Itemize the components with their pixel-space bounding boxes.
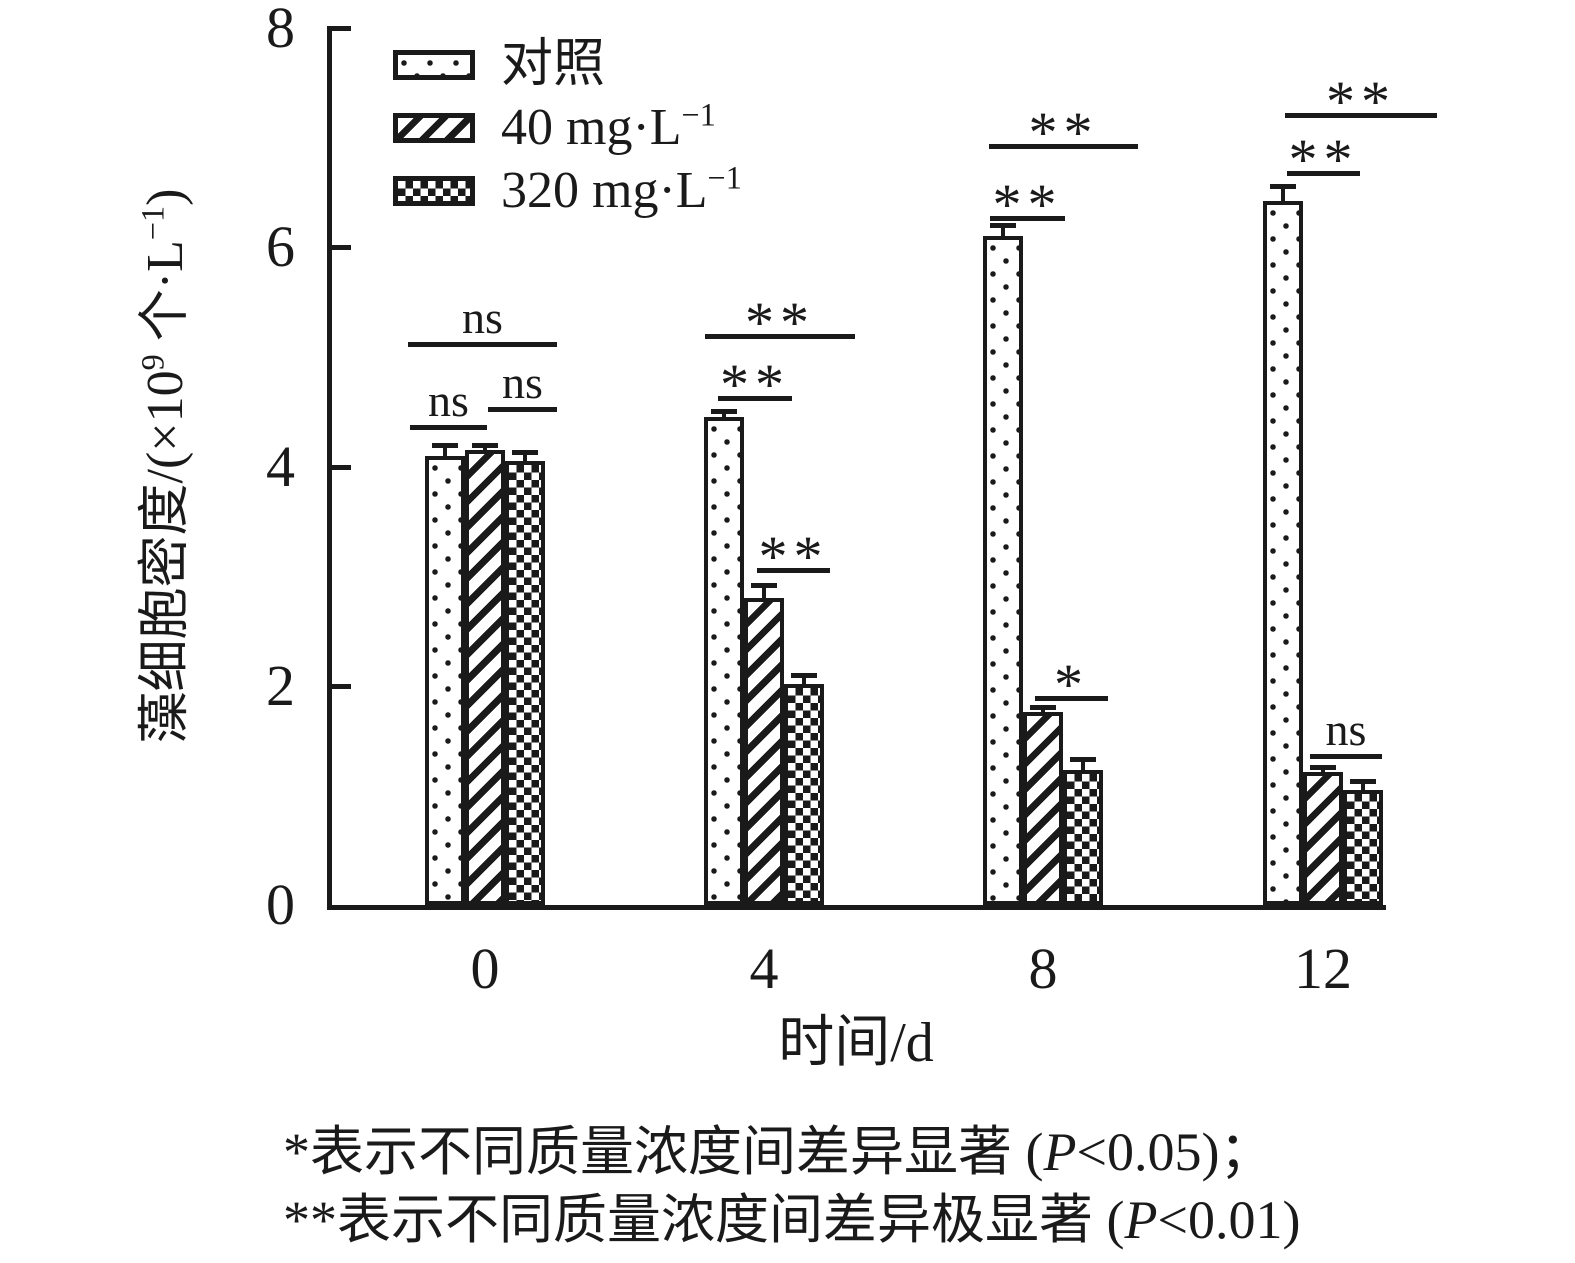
error-bar-cap bbox=[751, 582, 777, 588]
y-tick-label: 8 bbox=[266, 0, 295, 61]
significance-label: ns bbox=[462, 292, 503, 343]
error-bar-stem bbox=[1281, 186, 1285, 202]
error-bar-cap bbox=[1350, 779, 1376, 785]
bar-diagonal-group3 bbox=[1303, 772, 1343, 905]
y-tick-label: 0 bbox=[266, 872, 295, 937]
bar-dots-group3 bbox=[1263, 201, 1303, 905]
significance-label: ns bbox=[428, 375, 469, 426]
error-bar-cap bbox=[1310, 764, 1336, 770]
error-bar-stem bbox=[1361, 781, 1365, 790]
significance-label: ** bbox=[1326, 69, 1396, 134]
significance-label: ** bbox=[1028, 100, 1099, 165]
significance-label: ** bbox=[745, 290, 815, 355]
error-bar-cap bbox=[791, 672, 817, 678]
legend-swatch-dots bbox=[393, 50, 475, 80]
error-bar-cap bbox=[990, 223, 1016, 229]
significance-label: ** bbox=[1288, 127, 1359, 192]
x-axis-title: 时间/d bbox=[778, 1012, 934, 1074]
error-bar-stem bbox=[802, 674, 806, 684]
legend-label: 对照 bbox=[501, 36, 606, 93]
significance-line bbox=[990, 216, 1065, 221]
legend-item-control: 对照 bbox=[393, 39, 742, 91]
error-bar-stem bbox=[762, 584, 766, 599]
error-bar-cap bbox=[1030, 704, 1056, 710]
significance-label: ns bbox=[1325, 704, 1367, 755]
footnote-p005: *表示不同质量浓度间差异显著 (P<0.05)； bbox=[283, 1122, 1274, 1182]
legend-item-40mg: 40 mg·L−1 bbox=[393, 99, 742, 154]
error-bar-stem bbox=[443, 444, 447, 456]
x-axis bbox=[327, 905, 1386, 910]
bar-dots-group2 bbox=[983, 236, 1023, 905]
significance-line bbox=[408, 342, 557, 347]
significance-label: ** bbox=[720, 352, 790, 417]
x-tick-label: 8 bbox=[1028, 936, 1058, 1001]
y-axis bbox=[327, 26, 332, 910]
significance-line bbox=[1035, 696, 1108, 701]
x-tick-label: 12 bbox=[1294, 936, 1352, 1001]
bar-checker-group2 bbox=[1063, 770, 1103, 905]
y-tick bbox=[332, 245, 351, 251]
x-tick-label: 4 bbox=[749, 936, 779, 1001]
error-bar-cap bbox=[1270, 184, 1296, 190]
legend: 对照 40 mg·L−1 320 mg·L−1 bbox=[393, 39, 742, 239]
y-tick-label: 2 bbox=[266, 652, 295, 718]
y-axis-title: 藻细胞密度/(×109 个·L−1) bbox=[134, 188, 194, 744]
legend-label: 320 mg·L−1 bbox=[501, 159, 742, 219]
bar-diagonal-group2 bbox=[1023, 712, 1063, 905]
significance-line bbox=[1287, 171, 1360, 176]
bar-diagonal-group1 bbox=[744, 598, 784, 905]
error-bar-stem bbox=[722, 410, 726, 418]
legend-label: 40 mg·L−1 bbox=[501, 96, 716, 156]
significance-line bbox=[757, 568, 830, 573]
bar-dots-group0 bbox=[425, 455, 465, 905]
error-bar-stem bbox=[1081, 759, 1085, 771]
legend-swatch-diagonal bbox=[393, 113, 475, 143]
significance-line bbox=[989, 144, 1138, 149]
significance-line bbox=[488, 407, 557, 412]
bar-checker-group1 bbox=[784, 683, 824, 905]
y-tick bbox=[332, 26, 351, 32]
significance-label: ** bbox=[758, 524, 829, 589]
error-bar-cap bbox=[711, 408, 737, 414]
y-tick bbox=[332, 683, 351, 689]
significance-label: ns bbox=[502, 357, 543, 408]
error-bar-cap bbox=[472, 442, 498, 448]
significance-label: * bbox=[1054, 652, 1089, 717]
bar-checker-group3 bbox=[1343, 789, 1383, 905]
bar-dots-group1 bbox=[704, 417, 744, 905]
significance-line bbox=[410, 425, 487, 430]
significance-line bbox=[705, 334, 855, 339]
error-bar-cap bbox=[1070, 757, 1096, 763]
x-tick-label: 0 bbox=[470, 936, 500, 1001]
error-bar-cap bbox=[512, 450, 538, 456]
error-bar-cap bbox=[432, 442, 458, 448]
significance-line bbox=[718, 396, 792, 401]
significance-label: ** bbox=[992, 172, 1063, 237]
significance-line bbox=[1285, 113, 1437, 118]
legend-swatch-checker bbox=[393, 176, 475, 206]
y-tick-label: 4 bbox=[266, 433, 295, 499]
bar-checker-group0 bbox=[505, 461, 545, 905]
legend-item-320mg: 320 mg·L−1 bbox=[393, 162, 742, 217]
error-bar-stem bbox=[1001, 225, 1005, 237]
footnote-p001: **表示不同质量浓度间差异极显著 (P<0.01) bbox=[283, 1190, 1301, 1250]
error-bar-stem bbox=[523, 452, 527, 462]
bar-diagonal-group0 bbox=[465, 450, 505, 905]
significance-line bbox=[1310, 754, 1382, 759]
y-tick-label: 6 bbox=[266, 214, 295, 280]
y-tick bbox=[332, 464, 351, 470]
